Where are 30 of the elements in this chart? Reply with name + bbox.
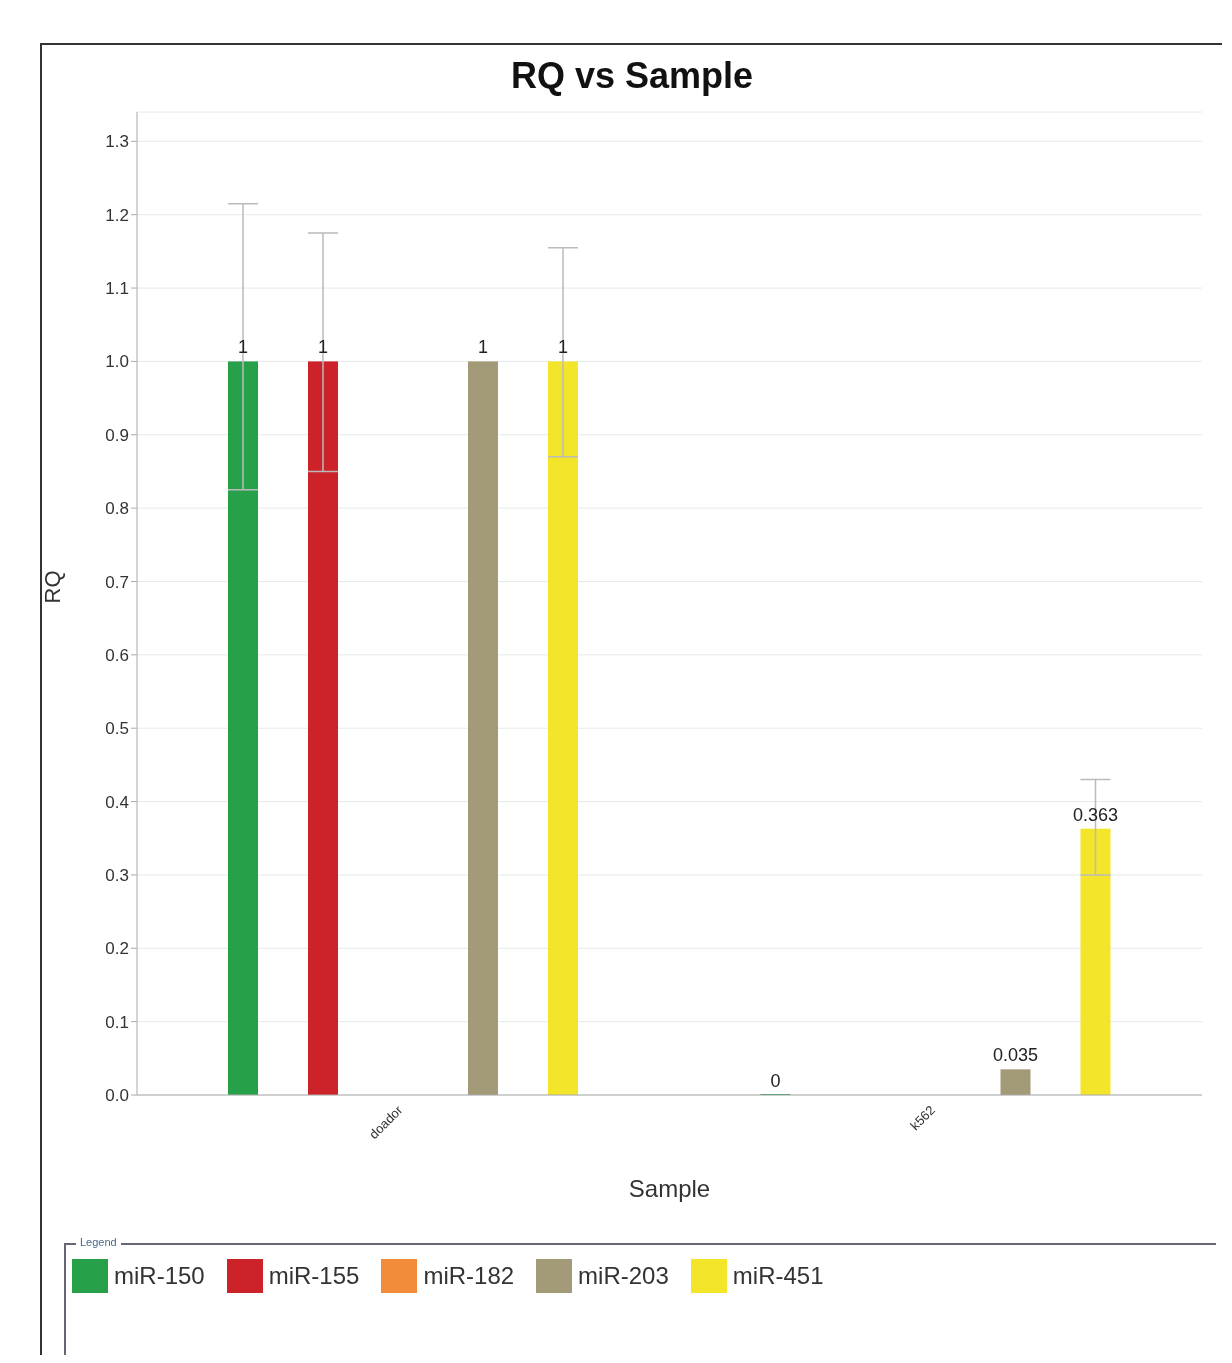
legend-label: miR-203 [578,1262,669,1290]
y-tick-label: 1.1 [105,279,129,299]
legend-label: miR-150 [114,1262,205,1290]
data-label: 1 [237,337,249,358]
data-label: 1 [317,337,329,358]
data-label: 0.035 [992,1045,1039,1066]
y-tick-label: 0.6 [105,645,129,665]
data-label: 0 [770,1071,781,1091]
y-tick-label: 0.2 [105,939,129,959]
data-label: 0.363 [1072,804,1119,825]
y-tick-label: 0.3 [105,865,129,885]
x-axis-title: Sample [628,1175,711,1202]
legend-label: miR-451 [732,1262,824,1290]
y-tick-label: 0.1 [105,1012,129,1032]
legend-label: miR-182 [423,1262,515,1290]
legend-title: Legend [76,1236,121,1248]
y-tick-label: 0.0 [105,1086,129,1106]
data-label: 1 [557,337,569,358]
y-tick-label: 1.0 [105,352,129,372]
y-tick-label: 1.2 [105,205,129,225]
y-tick-label: 1.3 [105,132,129,152]
chart-title: RQ vs Sample [509,55,755,97]
y-tick-label: 0.5 [105,719,129,739]
y-tick-label: 0.9 [105,425,129,445]
y-tick-label: 0.8 [105,499,129,519]
y-axis-title: RQ [39,570,65,604]
legend-label: miR-155 [268,1262,360,1290]
y-tick-label: 0.4 [105,792,129,812]
y-tick-label: 0.7 [105,572,129,592]
data-label: 1 [477,337,489,358]
